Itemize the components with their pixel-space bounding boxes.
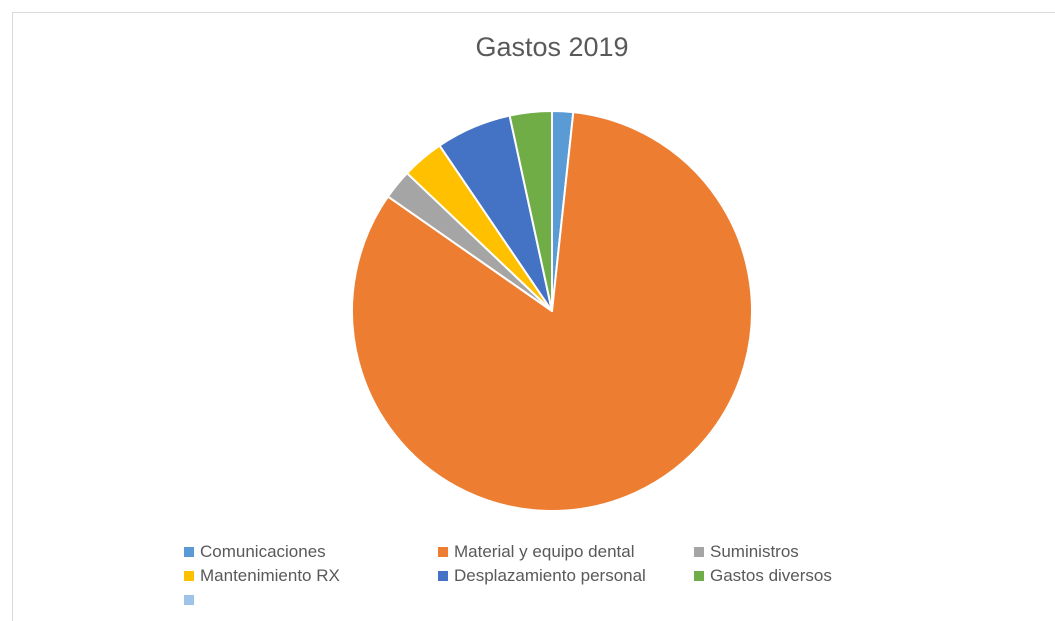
legend-item-material-y-equipo-dental: Material y equipo dental xyxy=(438,542,694,562)
legend-row: Comunicaciones Material y equipo dental Su… xyxy=(184,540,904,564)
legend-swatch xyxy=(184,547,194,557)
legend-label: Gastos diversos xyxy=(710,566,832,585)
legend-item-comunicaciones: Comunicaciones xyxy=(184,542,438,562)
legend-swatch xyxy=(184,571,194,581)
legend-row xyxy=(184,588,904,612)
pie-slice-gastos-diversos xyxy=(508,110,553,312)
legend-label: Comunicaciones xyxy=(200,542,326,561)
legend-swatch xyxy=(694,571,704,581)
legend-item-mantenimiento-rx: Mantenimiento RX xyxy=(184,566,438,586)
legend-item-gastos-diversos: Gastos diversos xyxy=(694,566,894,586)
legend-swatch xyxy=(694,547,704,557)
legend-item-desplazamiento-personal: Desplazamiento personal xyxy=(438,566,694,586)
chart-legend: Comunicaciones Material y equipo dental Su… xyxy=(184,540,904,612)
legend-label: Mantenimiento RX xyxy=(200,566,340,585)
legend-swatch xyxy=(184,595,194,605)
legend-label: Suministros xyxy=(710,542,799,561)
legend-item-suministros: Suministros xyxy=(694,542,894,562)
legend-swatch xyxy=(438,547,448,557)
legend-label: Material y equipo dental xyxy=(454,542,635,561)
legend-row: Mantenimiento RX Desplazamiento personal G… xyxy=(184,564,904,588)
legend-item-unlabeled xyxy=(184,595,438,605)
legend-label: Desplazamiento personal xyxy=(454,566,646,585)
legend-swatch xyxy=(438,571,448,581)
